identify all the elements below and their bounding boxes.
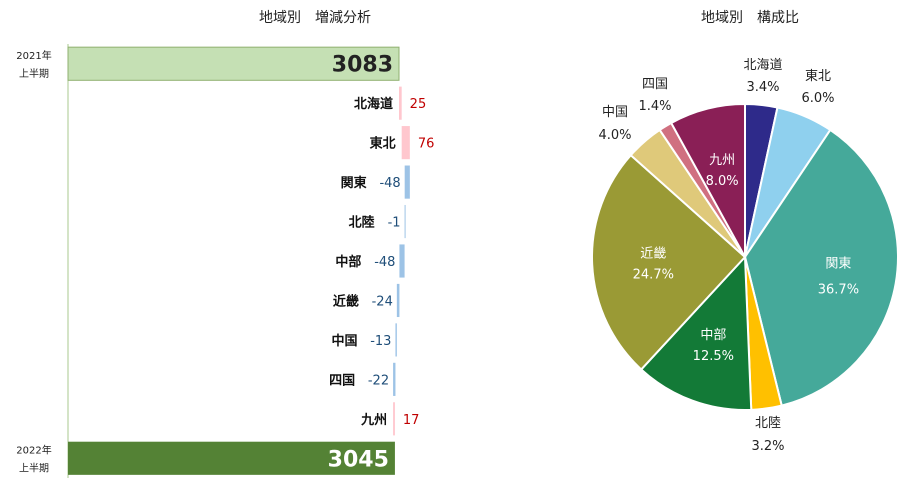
waterfall-value-7: -13	[370, 334, 391, 349]
waterfall-region-label-9: 九州	[360, 413, 387, 428]
start-total-value: 3083	[332, 53, 393, 78]
pie-label-6: 近畿	[640, 246, 666, 261]
pie-slice-6	[591, 153, 747, 371]
waterfall-region-label-8: 四国	[329, 373, 355, 388]
waterfall-bar-6	[396, 283, 400, 318]
waterfall-region-label-1: 北海道	[354, 96, 393, 112]
start-label-line2: 上半期	[19, 67, 49, 80]
waterfall-region-label-5: 中部	[335, 254, 361, 270]
pie-label-1: 北海道	[743, 58, 782, 73]
pie-label-2: 東北	[805, 68, 831, 84]
pie-slice-9	[669, 102, 746, 258]
waterfall-bar-3	[404, 165, 410, 199]
waterfall-value-3: -48	[379, 176, 400, 191]
waterfall-region-label-4: 北陸	[349, 215, 375, 231]
start-total-bar	[67, 46, 400, 81]
pie-label-3: 関東	[825, 255, 851, 271]
pie-value-9: 8.0%	[706, 174, 739, 189]
pie-value-1: 3.4%	[746, 80, 779, 95]
pie-value-5: 12.5%	[693, 349, 734, 364]
waterfall-region-label-3: 関東	[341, 175, 367, 191]
end-label-line1: 2022年	[16, 444, 51, 457]
end-total-bar	[68, 441, 395, 475]
pie-value-3: 36.7%	[818, 282, 859, 297]
waterfall-bar-2	[401, 126, 410, 160]
pie-value-2: 6.0%	[801, 91, 834, 106]
start-label-line1: 2021年	[16, 49, 51, 62]
pie-label-9: 九州	[709, 153, 735, 168]
pie-slice-5	[639, 254, 753, 411]
pie-value-8: 1.4%	[638, 99, 671, 114]
pie-title: 地域別 構成比	[701, 10, 799, 26]
pie-label-5: 中部	[700, 328, 726, 343]
pie-label-8: 四国	[642, 77, 668, 92]
pie-chart: 地域別 構成比 北海道 3.4% 東北 6.0% 関東 36.7% 北陸 3.2% 中部 12.5…	[591, 10, 899, 454]
pie-value-4: 3.2%	[751, 439, 784, 454]
waterfall-region-label-6: 近畿	[333, 293, 359, 309]
pie-slice-3	[743, 128, 899, 407]
waterfall-bar-4	[404, 204, 406, 239]
waterfall-region-label-7: 中国	[331, 333, 357, 349]
waterfall-bar-5	[399, 244, 405, 278]
waterfall-bar-9	[393, 402, 395, 436]
pie-value-6: 24.7%	[633, 267, 674, 282]
pie-value-7: 4.0%	[598, 128, 631, 143]
waterfall-value-9: 17	[403, 413, 420, 428]
end-total-value: 3045	[328, 447, 389, 472]
waterfall-value-5: -48	[374, 255, 395, 270]
waterfall-region-label-2: 東北	[370, 136, 396, 152]
waterfall-value-2: 76	[418, 137, 435, 152]
waterfall-value-8: -22	[368, 373, 389, 388]
waterfall-bar-1	[399, 86, 402, 120]
end-label-line2: 上半期	[19, 462, 49, 475]
pie-label-4: 北陸	[755, 415, 781, 431]
waterfall-bar-8	[393, 362, 396, 396]
waterfall-title: 地域別 増減分析	[259, 9, 371, 26]
pie-label-7: 中国	[602, 105, 628, 120]
waterfall-value-1: 25	[410, 97, 427, 112]
waterfall-value-4: -1	[388, 216, 401, 231]
waterfall-bar-7	[395, 323, 397, 357]
waterfall-value-6: -24	[372, 294, 393, 309]
